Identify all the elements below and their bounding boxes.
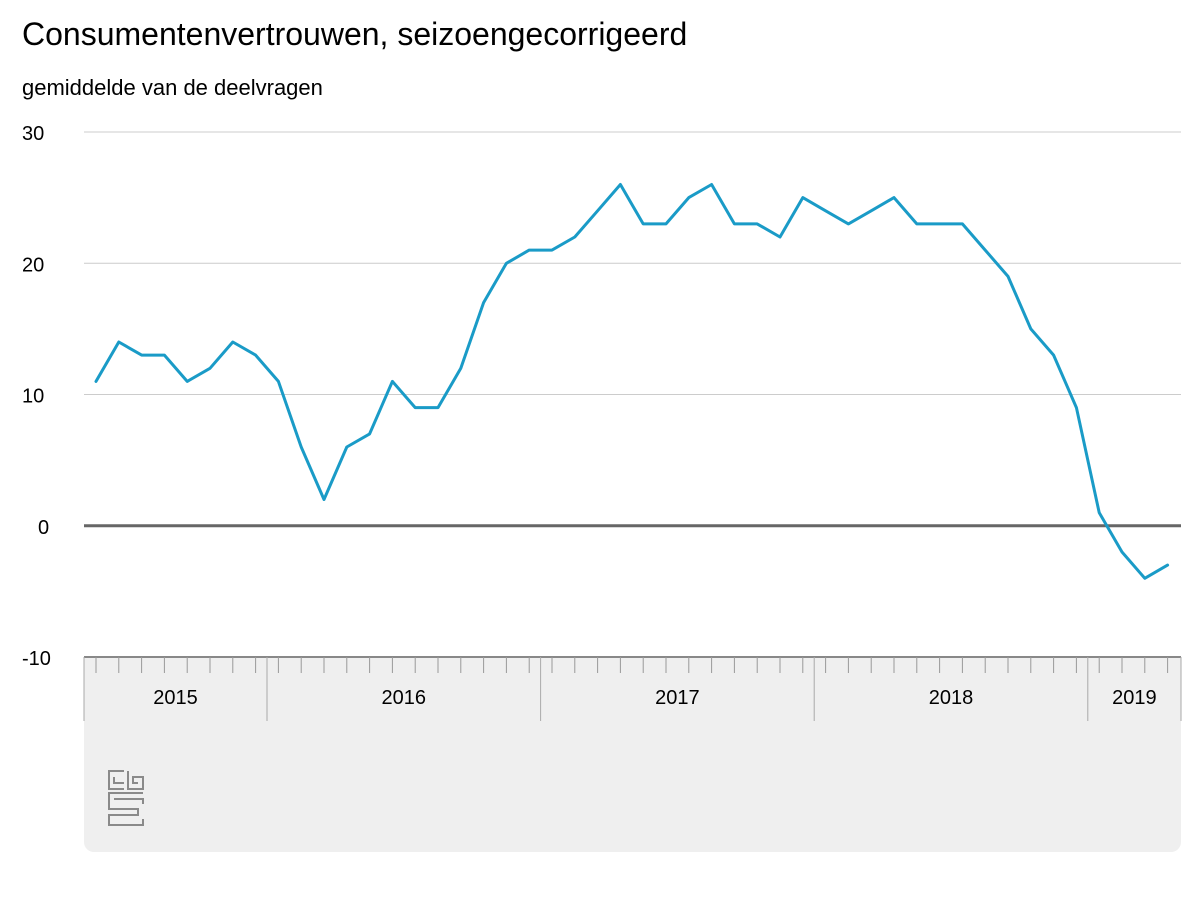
x-year-label: 2015: [153, 687, 198, 709]
data-point: [140, 353, 144, 357]
data-point: [345, 445, 349, 449]
data-point: [664, 222, 668, 226]
data-point: [732, 222, 736, 226]
y-tick-label: 30: [22, 123, 44, 145]
y-tick-label: 0: [38, 517, 49, 539]
y-tick-label: -10: [22, 648, 51, 670]
x-year-label: 2017: [655, 687, 700, 709]
data-point: [710, 183, 714, 187]
data-point: [1029, 327, 1033, 331]
data-point: [254, 353, 258, 357]
data-point: [573, 235, 577, 239]
data-point: [1006, 274, 1010, 278]
data-point: [322, 498, 326, 502]
series-line: [94, 183, 1170, 580]
data-point: [846, 222, 850, 226]
data-point: [778, 235, 782, 239]
data-point: [915, 222, 919, 226]
data-point: [1143, 576, 1147, 580]
chart-title: Consumentenvertrouwen, seizoengecorrigee…: [22, 16, 688, 52]
x-year-label: 2019: [1112, 687, 1157, 709]
data-point: [618, 183, 622, 187]
data-point: [413, 406, 417, 410]
data-point: [824, 209, 828, 213]
cbs-logo-icon: [108, 770, 144, 826]
data-point: [983, 248, 987, 252]
data-point: [869, 209, 873, 213]
data-point: [1074, 406, 1078, 410]
y-tick-label: 20: [22, 254, 44, 276]
data-point: [94, 379, 98, 383]
data-point: [1120, 550, 1124, 554]
data-point: [1166, 563, 1170, 567]
chart-subtitle: gemiddelde van de deelvragen: [22, 75, 323, 100]
x-year-label: 2016: [382, 687, 427, 709]
data-point: [459, 366, 463, 370]
data-point: [276, 379, 280, 383]
x-year-label: 2018: [929, 687, 974, 709]
data-point: [1097, 511, 1101, 515]
data-point: [368, 432, 372, 436]
data-point: [117, 340, 121, 344]
data-point: [550, 248, 554, 252]
data-point: [641, 222, 645, 226]
data-point: [755, 222, 759, 226]
data-point: [299, 445, 303, 449]
data-point: [801, 196, 805, 200]
data-point: [162, 353, 166, 357]
data-point: [892, 196, 896, 200]
data-point: [527, 248, 531, 252]
data-point: [504, 261, 508, 265]
data-point: [390, 379, 394, 383]
data-point: [960, 222, 964, 226]
data-point: [231, 340, 235, 344]
data-point: [185, 379, 189, 383]
data-point: [208, 366, 212, 370]
data-point: [938, 222, 942, 226]
data-point: [436, 406, 440, 410]
data-point: [596, 209, 600, 213]
y-tick-label: 10: [22, 386, 44, 408]
data-point: [687, 196, 691, 200]
data-point: [1052, 353, 1056, 357]
data-point: [482, 301, 486, 305]
